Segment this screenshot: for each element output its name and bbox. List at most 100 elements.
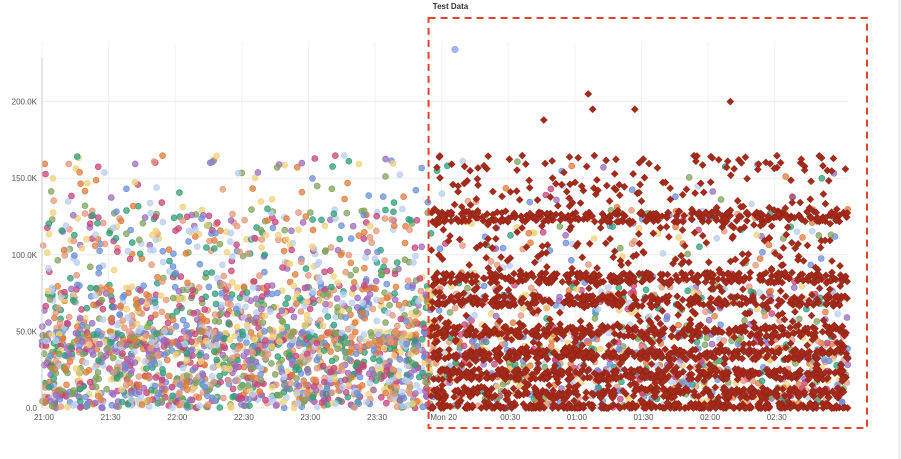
scatter-point: [567, 256, 575, 264]
scatter-point: [272, 402, 280, 409]
scatter-point: [318, 334, 325, 342]
highlight-point: [590, 151, 599, 160]
scatter-point: [303, 350, 311, 358]
scatter-point: [52, 357, 60, 365]
scatter-point: [251, 336, 258, 343]
scatter-point: [298, 159, 306, 167]
highlight-point: [548, 157, 557, 165]
scatter-point: [807, 261, 815, 269]
scatter-point: [60, 246, 68, 254]
scatter-point: [113, 403, 120, 410]
scatter-point: [418, 243, 426, 251]
scatter-point: [257, 376, 265, 384]
scatter-point: [192, 226, 199, 233]
scatter-point: [69, 402, 77, 409]
scatter-point: [720, 337, 728, 345]
scatter-point: [364, 248, 371, 256]
scatter-point: [366, 341, 374, 348]
scatter-point: [147, 246, 154, 254]
scatter-point: [321, 222, 329, 230]
scatter-point: [343, 339, 350, 347]
scatter-point: [196, 351, 203, 359]
scatter-point: [356, 342, 364, 350]
scatter-point: [57, 403, 65, 410]
scatter-point: [767, 287, 774, 295]
scatter-point: [438, 190, 446, 197]
scatter-point: [369, 305, 377, 313]
scatter-point: [59, 335, 67, 343]
scatter-point: [123, 185, 130, 193]
scatter-point: [628, 240, 636, 248]
scatter-point: [339, 383, 346, 391]
scatter-point: [306, 305, 314, 313]
scatter-point: [334, 279, 342, 287]
scatter-point: [342, 376, 349, 384]
scatter-point: [813, 318, 821, 325]
scatter-point: [635, 224, 643, 232]
scatter-point: [303, 366, 311, 374]
scatter-point: [823, 339, 831, 347]
scatter-point: [220, 394, 227, 402]
scatter-point: [48, 402, 56, 410]
scatter-point: [222, 329, 229, 337]
scatter-point: [262, 337, 269, 344]
scatter-point: [502, 184, 510, 192]
scatter-point: [211, 245, 218, 252]
scatter-point: [48, 331, 56, 339]
scatter-point: [261, 251, 269, 259]
highlight-point: [750, 220, 758, 229]
scatter-point: [370, 370, 377, 378]
scatter-point: [464, 284, 471, 292]
highlight-point: [610, 169, 619, 178]
scatter-point: [136, 236, 143, 244]
scatter-point: [808, 227, 816, 235]
scatter-point: [224, 300, 232, 307]
scatter-point: [168, 383, 176, 391]
scatter-point: [196, 260, 204, 268]
scatter-point: [262, 396, 269, 404]
scatter-point: [822, 308, 829, 316]
scatter-point: [740, 377, 747, 385]
scatter-point: [91, 399, 99, 407]
scatter-point: [108, 194, 115, 201]
scatter-point: [90, 331, 97, 339]
scatter-point: [411, 361, 419, 369]
scatter-point: [779, 235, 787, 242]
scatter-point: [113, 374, 121, 382]
scatter-point: [107, 338, 114, 346]
scatter-point: [69, 389, 77, 397]
scatter-point: [765, 241, 773, 249]
scatter-point: [108, 297, 116, 304]
scatter-point: [159, 278, 166, 285]
scatter-point: [389, 160, 397, 167]
scatter-point: [402, 318, 410, 325]
scatter-point: [201, 306, 208, 313]
scatter-point: [95, 214, 102, 221]
scatter-point: [288, 371, 296, 379]
scatter-point: [208, 269, 215, 276]
scatter-point: [333, 330, 340, 338]
scatter-point: [43, 249, 51, 256]
scatter-point: [242, 303, 249, 311]
scatter-point: [283, 215, 290, 222]
scatter-point: [309, 175, 316, 182]
scatter-point: [138, 401, 146, 408]
scatter-point: [54, 282, 62, 290]
scatter-point: [42, 170, 49, 178]
scatter-point: [410, 259, 417, 266]
highlight-point: [653, 164, 662, 172]
scatter-point: [226, 336, 234, 344]
scatter-point: [166, 372, 173, 380]
scatter-point: [165, 246, 173, 253]
scatter-point: [401, 376, 409, 384]
scatter-point: [382, 206, 389, 214]
scatter-point: [94, 163, 102, 171]
scatter-point: [160, 337, 167, 345]
scatter-point: [157, 292, 165, 299]
scatter-point: [234, 345, 241, 353]
scatter-point: [306, 209, 314, 216]
scatter-point: [146, 199, 154, 207]
scatter-point: [128, 390, 135, 397]
scatter-point: [322, 247, 329, 254]
scatter-point: [182, 333, 190, 341]
